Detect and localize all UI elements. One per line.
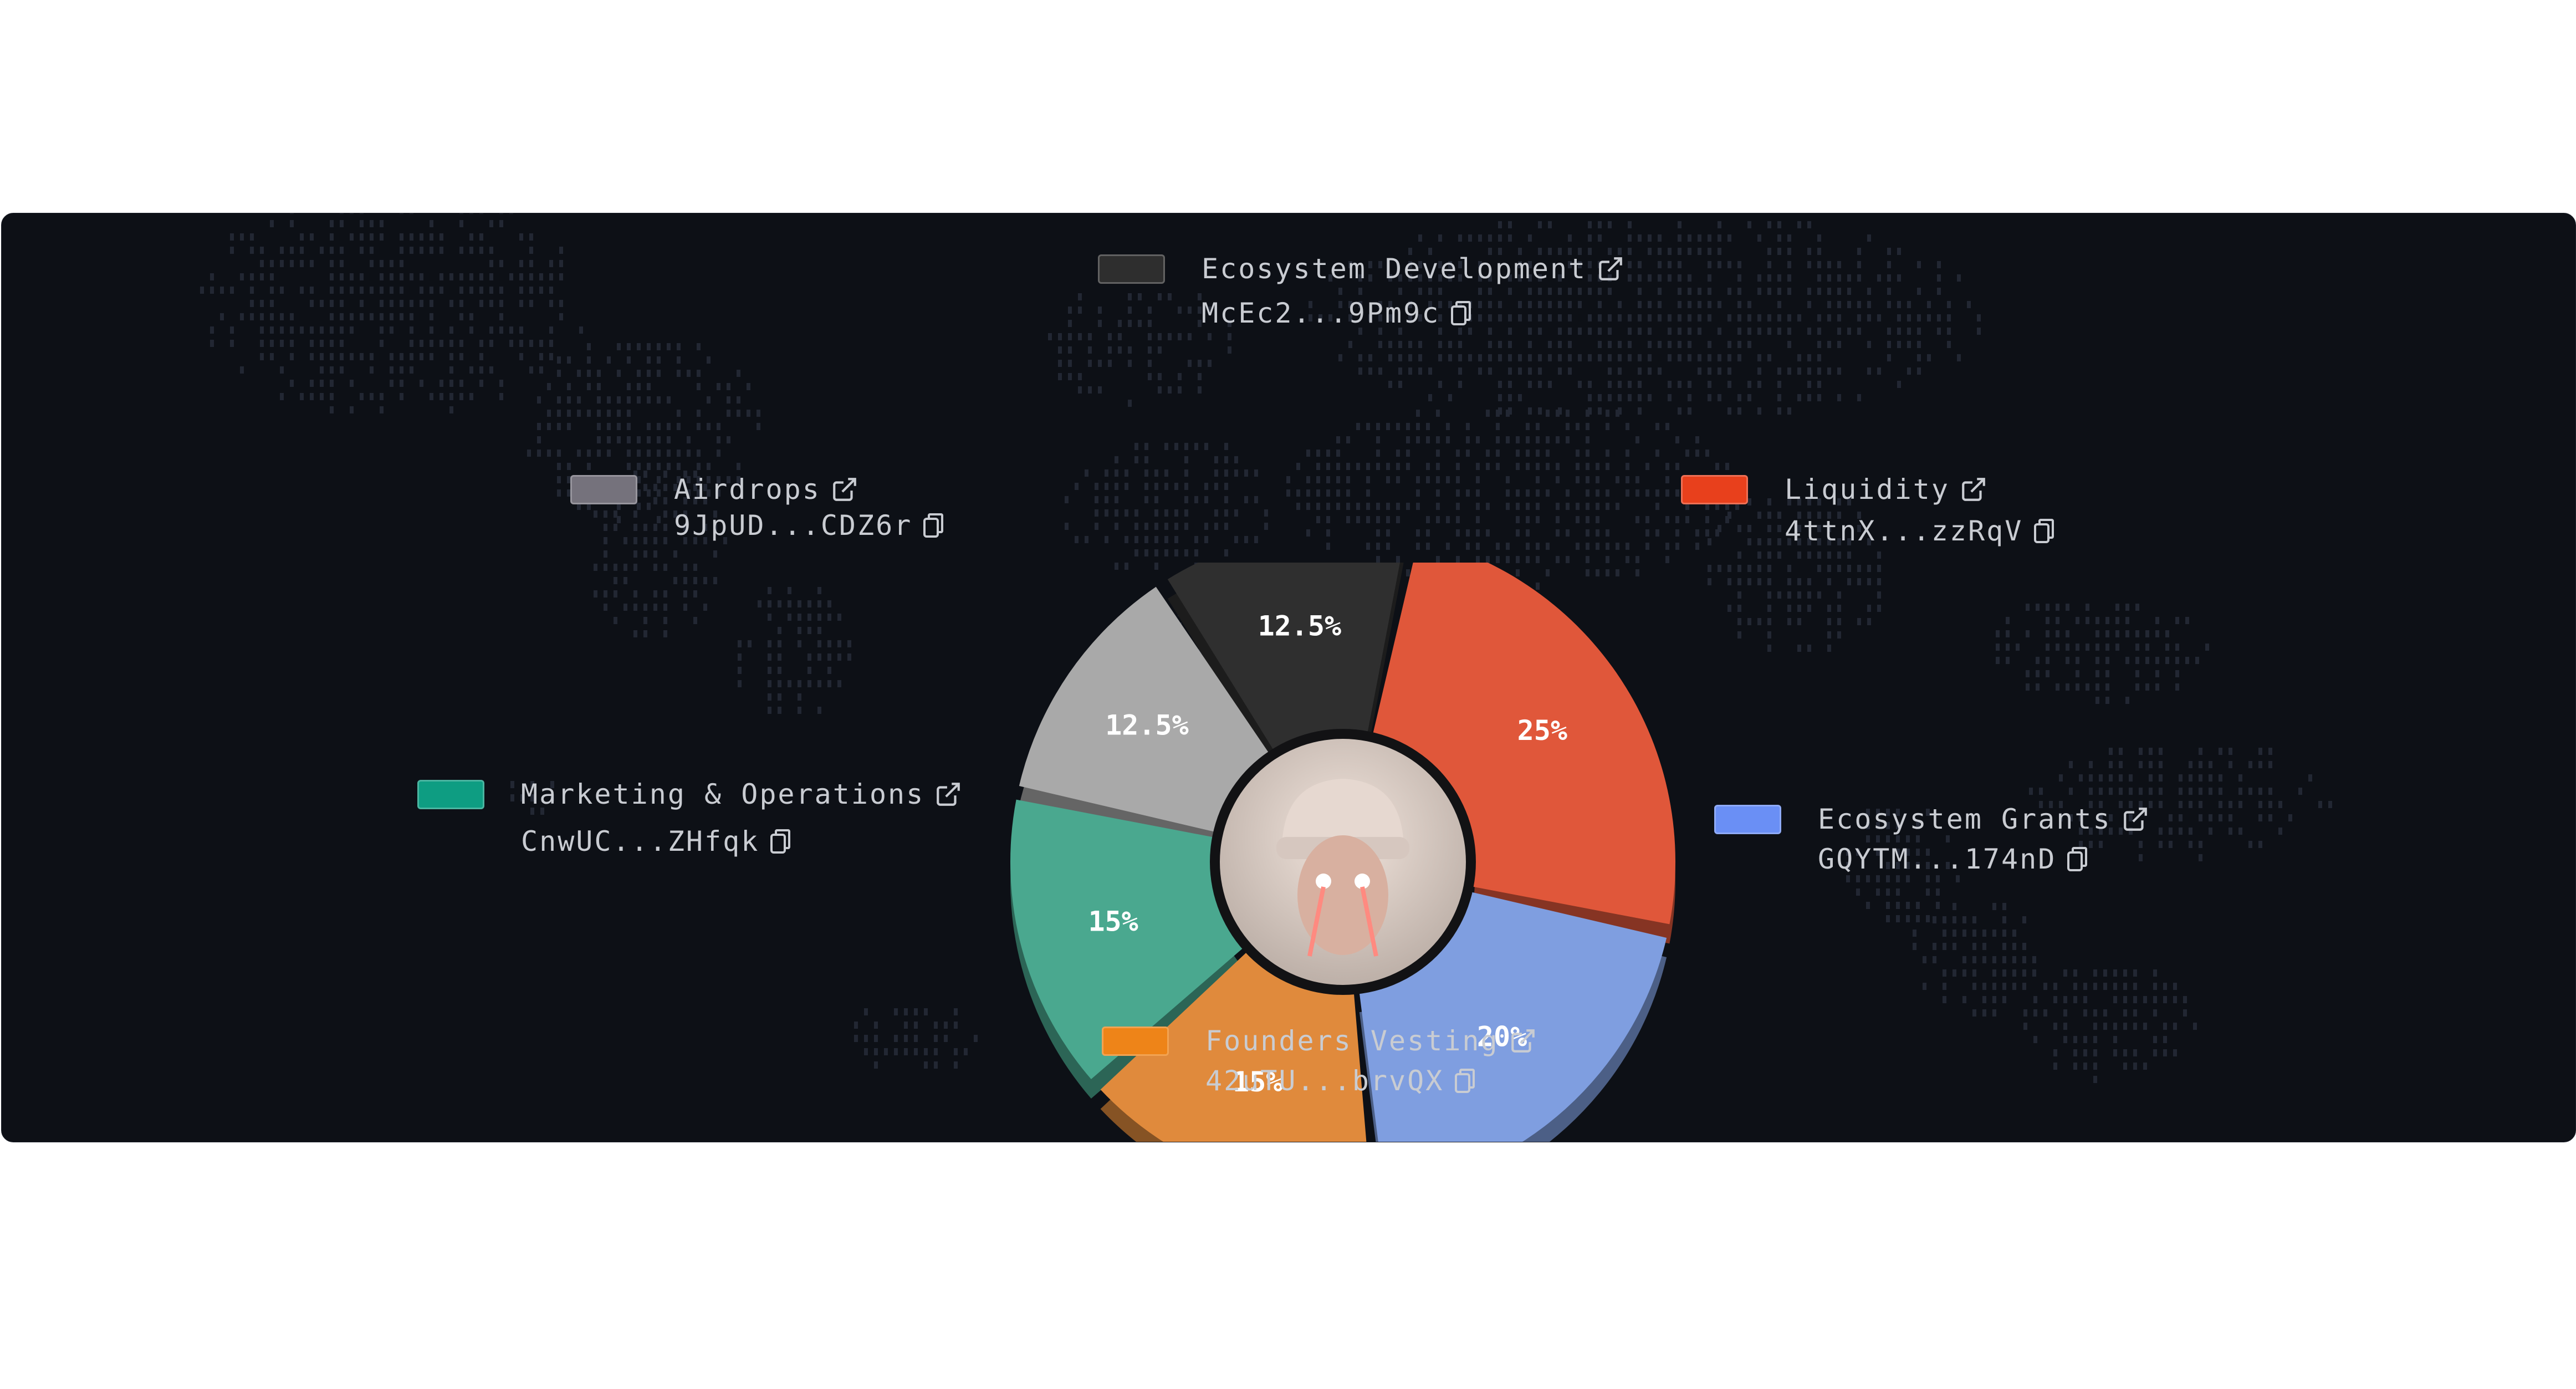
pie-slice-liquidity[interactable] bbox=[1373, 563, 1675, 925]
legend-label: Ecosystem Development bbox=[1202, 253, 1587, 285]
external-link-icon[interactable] bbox=[831, 476, 858, 503]
tokenomics-panel: 25% 20% 15% 15% 12.5% 12.5% Ecosystem Develop… bbox=[1, 213, 2576, 1142]
legend-swatch bbox=[1102, 1027, 1169, 1056]
legend-founders-vesting: Founders Vesting 42uTU...brvQX bbox=[1102, 1024, 1537, 1097]
pie-slice-airdrops[interactable] bbox=[1019, 586, 1269, 832]
legend-marketing-operations: Marketing & Operations CnwUC...ZHfqk bbox=[417, 778, 962, 858]
slice-value-label: 12.5% bbox=[1105, 709, 1189, 742]
external-link-icon[interactable] bbox=[1597, 255, 1624, 283]
legend-label: Ecosystem Grants bbox=[1818, 803, 2112, 835]
pie-slice-marketing-operations[interactable] bbox=[1010, 799, 1243, 1080]
wallet-address: CnwUC...ZHfqk bbox=[521, 825, 760, 857]
legend-liquidity: Liquidity 4ttnX...zzRqV bbox=[1681, 473, 2055, 548]
wallet-address: McEc2...9Pm9c bbox=[1202, 297, 1440, 329]
wallet-address: 42uTU...brvQX bbox=[1205, 1065, 1444, 1097]
slice-value-label: 12.5% bbox=[1258, 610, 1342, 642]
external-link-icon[interactable] bbox=[2122, 805, 2149, 833]
pie-slice-ecosystem-development[interactable] bbox=[1167, 563, 1405, 750]
slice-value-label: 15% bbox=[1233, 1066, 1282, 1098]
legend-airdrops: Airdrops 9JpUD...CDZ6r bbox=[570, 473, 944, 542]
legend-label: Founders Vesting bbox=[1205, 1025, 1499, 1057]
avatar-hat-icon bbox=[1282, 779, 1404, 851]
legend-ecosystem-development: Ecosystem Development McEc2...9Pm9c bbox=[1098, 252, 1624, 330]
slice-value-label: 15% bbox=[1088, 906, 1138, 938]
copy-icon[interactable] bbox=[1450, 300, 1472, 326]
copy-icon[interactable] bbox=[922, 512, 944, 539]
legend-ecosystem-grants: Ecosystem Grants GQYTM...174nD bbox=[1714, 803, 2149, 876]
center-avatar bbox=[1210, 729, 1476, 995]
wallet-address: GQYTM...174nD bbox=[1818, 843, 2057, 875]
legend-swatch bbox=[1714, 805, 1781, 834]
external-link-icon[interactable] bbox=[1509, 1027, 1537, 1055]
external-link-icon[interactable] bbox=[934, 780, 962, 808]
slice-value-label: 20% bbox=[1477, 1020, 1527, 1053]
slice-value-label: 25% bbox=[1517, 714, 1567, 747]
copy-icon[interactable] bbox=[2066, 846, 2088, 872]
copy-icon[interactable] bbox=[2033, 518, 2055, 544]
legend-swatch bbox=[570, 475, 637, 504]
legend-label: Airdrops bbox=[674, 473, 821, 505]
copy-icon[interactable] bbox=[1454, 1068, 1476, 1094]
legend-label: Marketing & Operations bbox=[521, 778, 925, 810]
wallet-address: 4ttnX...zzRqV bbox=[1785, 515, 2023, 547]
legend-swatch bbox=[417, 780, 484, 809]
copy-icon[interactable] bbox=[769, 828, 791, 855]
legend-label: Liquidity bbox=[1785, 473, 1950, 505]
legend-swatch bbox=[1681, 475, 1748, 504]
legend-swatch bbox=[1098, 254, 1165, 284]
pie-slice-founders-vesting[interactable] bbox=[1100, 952, 1371, 1142]
pie-chart: 25% 20% 15% 15% 12.5% 12.5% bbox=[1010, 563, 1675, 1142]
external-link-icon[interactable] bbox=[1960, 476, 1987, 503]
wallet-address: 9JpUD...CDZ6r bbox=[674, 509, 913, 542]
pie-slice-ecosystem-grants[interactable] bbox=[1359, 892, 1667, 1142]
